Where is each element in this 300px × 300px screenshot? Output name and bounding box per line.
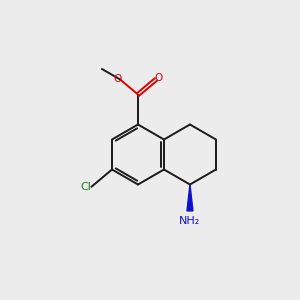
Polygon shape — [187, 184, 193, 211]
Text: O: O — [113, 74, 121, 84]
Text: O: O — [155, 73, 163, 83]
Text: Cl: Cl — [80, 182, 92, 193]
Text: NH₂: NH₂ — [179, 216, 201, 226]
